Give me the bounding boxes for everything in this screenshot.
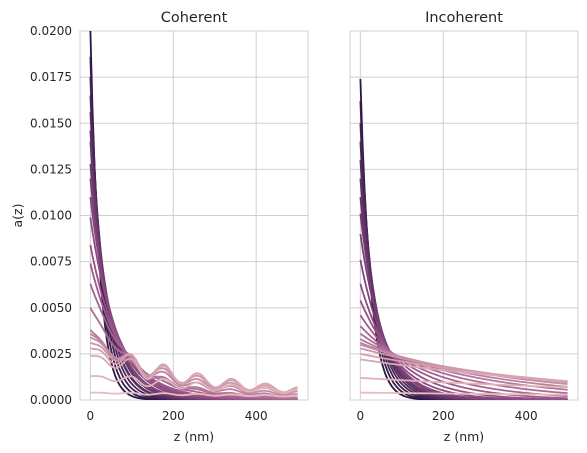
- x-axis-label-incoherent: z (nm): [444, 429, 484, 444]
- y-tick-label: 0.0000: [30, 393, 72, 407]
- series-line: [360, 391, 568, 396]
- x-tick-label: 400: [245, 409, 268, 423]
- series-line: [90, 354, 298, 394]
- series-line: [89, 329, 298, 399]
- panel-incoherent: Incoherent z (nm) 0 200 400: [349, 10, 579, 444]
- x-tick-label: 0: [87, 409, 95, 423]
- series-line: [90, 391, 298, 398]
- x-tick-label: 200: [432, 409, 455, 423]
- panel-title-coherent: Coherent: [161, 10, 228, 26]
- y-tick-label: 0.0100: [30, 209, 72, 223]
- x-tick-label: 400: [515, 409, 538, 423]
- series-line: [359, 78, 568, 400]
- series-line: [89, 31, 298, 400]
- panel-coherent: Coherent z (nm) 0 200 400 0.0000 0.0025 0.00…: [30, 10, 309, 444]
- y-tick-label: 0.0150: [30, 116, 72, 130]
- series-line: [89, 307, 298, 400]
- series-line: [360, 377, 568, 389]
- series-line: [89, 56, 298, 400]
- series-line: [359, 101, 568, 400]
- y-tick-label: 0.0125: [30, 162, 72, 176]
- y-tick-label: 0.0025: [30, 347, 72, 361]
- y-axis-label: a(z): [10, 204, 25, 228]
- series-line: [360, 358, 568, 383]
- panel-title-incoherent: Incoherent: [425, 10, 503, 26]
- y-tick-label: 0.0075: [30, 255, 72, 269]
- series-line: [359, 283, 568, 400]
- x-tick-label: 0: [357, 409, 365, 423]
- y-tick-label: 0.0200: [30, 24, 72, 38]
- series-line: [90, 375, 298, 394]
- x-tick-label: 200: [162, 409, 185, 423]
- series-line: [89, 283, 298, 400]
- y-tick-label: 0.0175: [30, 70, 72, 84]
- x-axis-label-coherent: z (nm): [174, 429, 214, 444]
- y-tick-label: 0.0050: [30, 301, 72, 315]
